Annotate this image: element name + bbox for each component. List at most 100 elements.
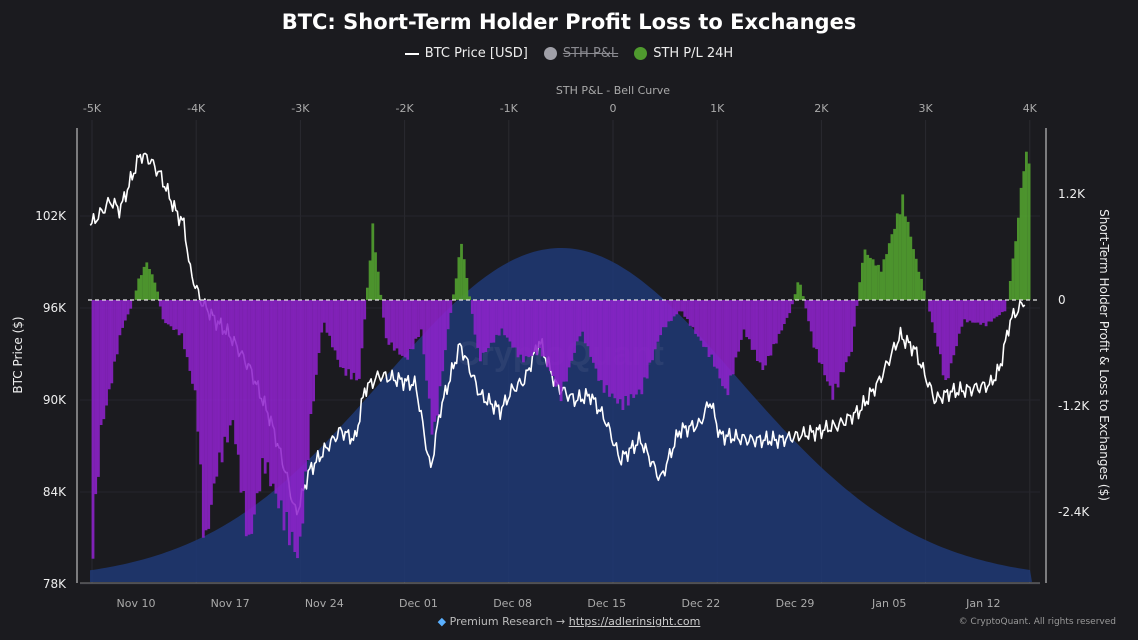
sth-pl-bar-negative	[288, 300, 291, 546]
top-axis-tick: -4K	[187, 102, 206, 115]
sth-pl-bar-negative	[707, 300, 711, 357]
sth-pl-bar-negative	[965, 300, 969, 323]
sth-pl-bar-positive	[879, 271, 883, 300]
sth-pl-bar-negative	[357, 300, 361, 379]
sth-pl-bar-negative	[817, 300, 821, 363]
sth-pl-bar-negative	[446, 300, 450, 330]
legend-label: STH P/L 24H	[653, 46, 734, 61]
sth-pl-bar-negative	[670, 300, 673, 321]
sth-pl-bar-negative	[782, 300, 786, 324]
sth-pl-bar-negative	[952, 300, 956, 356]
sth-pl-bar-negative	[653, 300, 657, 350]
sth-pl-bar-negative	[392, 300, 396, 351]
sth-pl-bar-positive	[374, 252, 377, 300]
sth-pl-bar-negative	[640, 300, 644, 395]
sth-pl-bar-positive	[890, 234, 894, 300]
sth-pl-bar-negative	[955, 300, 958, 347]
sth-pl-bar-negative	[441, 300, 445, 372]
sth-pl-bar-negative	[540, 300, 544, 357]
sth-pl-bar-negative	[748, 300, 751, 340]
sth-pl-bar-negative	[589, 300, 593, 357]
sth-pl-bar-negative	[91, 300, 95, 559]
sth-pl-bar-negative	[261, 300, 264, 459]
sth-pl-bar-negative	[484, 300, 488, 352]
sth-pl-bar-negative	[497, 300, 501, 336]
sth-pl-bar-negative	[236, 300, 240, 455]
sth-pl-bar-positive	[904, 216, 907, 300]
sth-pl-bar-negative	[729, 300, 732, 376]
sth-pl-bar-negative	[809, 300, 813, 332]
sth-pl-bar-negative	[718, 300, 722, 379]
sth-pl-bar-negative	[928, 300, 931, 312]
legend-label: BTC Price [USD]	[424, 46, 528, 61]
sth-pl-bar-negative	[761, 300, 765, 370]
sth-pl-bar-negative	[196, 300, 200, 432]
legend: BTC Price [USD] STH P&L STH P/L 24H	[0, 46, 1138, 61]
sth-pl-bar-positive	[861, 262, 864, 300]
legend-item-sth-pl[interactable]: STH P&L	[543, 46, 618, 61]
sth-pl-bar-positive	[156, 291, 159, 300]
left-axis-tick: 102K	[35, 209, 67, 223]
x-axis-tick: Dec 01	[399, 597, 438, 610]
sth-pl-bar-negative	[815, 300, 818, 350]
right-axis-tick: -2.4K	[1058, 505, 1090, 519]
sth-pl-bar-negative	[844, 300, 848, 363]
sth-pl-bar-negative	[616, 300, 619, 404]
sth-pl-bar-negative	[968, 300, 972, 321]
sth-pl-bar-negative	[629, 300, 633, 395]
sth-pl-bar-negative	[220, 300, 224, 463]
sth-pl-bar-negative	[395, 300, 399, 349]
sth-pl-bar-negative	[344, 300, 348, 376]
sth-pl-bar-negative	[406, 300, 410, 360]
sth-pl-bar-positive	[898, 214, 902, 300]
sth-pl-bar-positive	[368, 260, 372, 300]
sth-pl-bar-negative	[360, 300, 364, 349]
sth-pl-bar-negative	[479, 300, 482, 362]
sth-pl-bar-negative	[678, 300, 681, 312]
sth-pl-bar-positive	[366, 287, 369, 300]
sth-pl-bar-negative	[505, 300, 509, 338]
sth-pl-bar-negative	[987, 300, 991, 322]
sth-pl-bar-negative	[126, 300, 130, 315]
sth-pl-bar-positive	[887, 243, 891, 300]
sth-pl-bar-negative	[522, 300, 525, 363]
sth-pl-bar-negative	[422, 300, 426, 355]
sth-pl-bar-negative	[949, 300, 953, 364]
sth-pl-bar-negative	[936, 300, 940, 347]
sth-pl-bar-negative	[271, 300, 275, 484]
footer-link[interactable]: https://adlerinsight.com	[568, 615, 701, 628]
right-axis-tick: 0	[1058, 293, 1066, 307]
sth-pl-bar-negative	[758, 300, 762, 363]
sth-pl-bar-negative	[234, 300, 237, 445]
sth-pl-bar-negative	[231, 300, 235, 421]
legend-item-sth-pl-24h[interactable]: STH P/L 24H	[634, 46, 733, 61]
sth-pl-bar-positive	[877, 264, 880, 300]
sth-pl-bar-positive	[376, 271, 380, 300]
footer: ◆ Premium Research → https://adlerinsigh…	[0, 615, 1138, 628]
sth-pl-bar-positive	[468, 296, 471, 300]
sth-pl-bar-negative	[193, 300, 197, 391]
legend-item-btc-price[interactable]: BTC Price [USD]	[404, 46, 528, 61]
sth-pl-bar-negative	[277, 300, 280, 509]
sth-pl-bar-negative	[312, 300, 315, 402]
x-axis-tick: Dec 15	[587, 597, 626, 610]
sth-pl-bar-negative	[266, 300, 270, 463]
sth-pl-bar-negative	[559, 300, 563, 402]
sth-pl-bar-negative	[207, 300, 211, 529]
sth-pl-bar-positive	[866, 254, 870, 300]
sth-pl-bar-positive	[452, 294, 455, 300]
sth-pl-bar-negative	[600, 300, 603, 381]
sth-pl-bar-negative	[538, 300, 541, 348]
sth-pl-bar-positive	[893, 228, 896, 300]
sth-pl-bar-negative	[180, 300, 184, 334]
sth-pl-bar-negative	[688, 300, 692, 326]
sth-pl-bar-negative	[228, 300, 232, 426]
sth-pl-bar-positive	[874, 265, 878, 300]
sth-pl-bar-negative	[753, 300, 757, 350]
sth-pl-bar-negative	[398, 300, 402, 355]
sth-pl-bar-negative	[481, 300, 485, 353]
sth-pl-bar-negative	[210, 300, 213, 505]
sth-pl-bar-negative	[842, 300, 845, 373]
sth-pl-bar-negative	[826, 300, 829, 382]
sth-pl-bar-positive	[869, 257, 872, 300]
